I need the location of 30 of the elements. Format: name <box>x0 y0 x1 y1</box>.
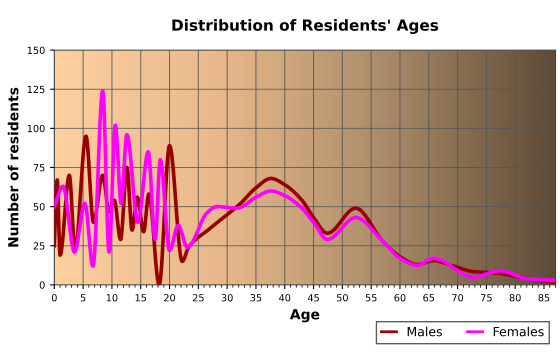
y-tick-label: 50 <box>34 203 45 210</box>
x-tick-label: 15 <box>136 294 146 302</box>
y-tick-label: 75 <box>34 164 44 172</box>
legend-label: Females <box>494 326 544 336</box>
x-tick-label: 70 <box>452 294 464 302</box>
x-tick-label: 25 <box>192 294 204 302</box>
x-tick-label: 80 <box>510 294 521 302</box>
x-tick-label: 65 <box>423 294 434 302</box>
x-tick-label: 50 <box>336 294 348 302</box>
y-tick-label: 125 <box>28 86 44 94</box>
x-tick-label: 20 <box>164 294 176 302</box>
y-tick-label: 100 <box>28 124 45 132</box>
legend-label: Males <box>408 326 442 336</box>
x-axis-title: Age <box>290 309 320 322</box>
x-tick-label: 75 <box>481 294 492 302</box>
x-tick-label: 5 <box>80 294 86 302</box>
x-tick-label: 45 <box>308 294 319 302</box>
x-tick-label: 40 <box>279 294 290 302</box>
y-tick-label: 150 <box>28 46 45 54</box>
x-tick-label: 60 <box>394 294 406 302</box>
x-tick-label: 85 <box>538 294 550 302</box>
y-axis-title: Number of residents <box>8 88 18 247</box>
x-tick-label: 30 <box>222 294 233 302</box>
x-tick-label: 0 <box>52 294 57 302</box>
chart-title: Distribution of Residents' Ages <box>172 19 438 34</box>
y-tick-label: 25 <box>34 242 44 250</box>
x-tick-label: 10 <box>106 294 118 302</box>
x-tick-label: 55 <box>366 294 377 302</box>
x-tick-label: 35 <box>250 294 262 302</box>
y-tick-label: 0 <box>40 281 45 289</box>
